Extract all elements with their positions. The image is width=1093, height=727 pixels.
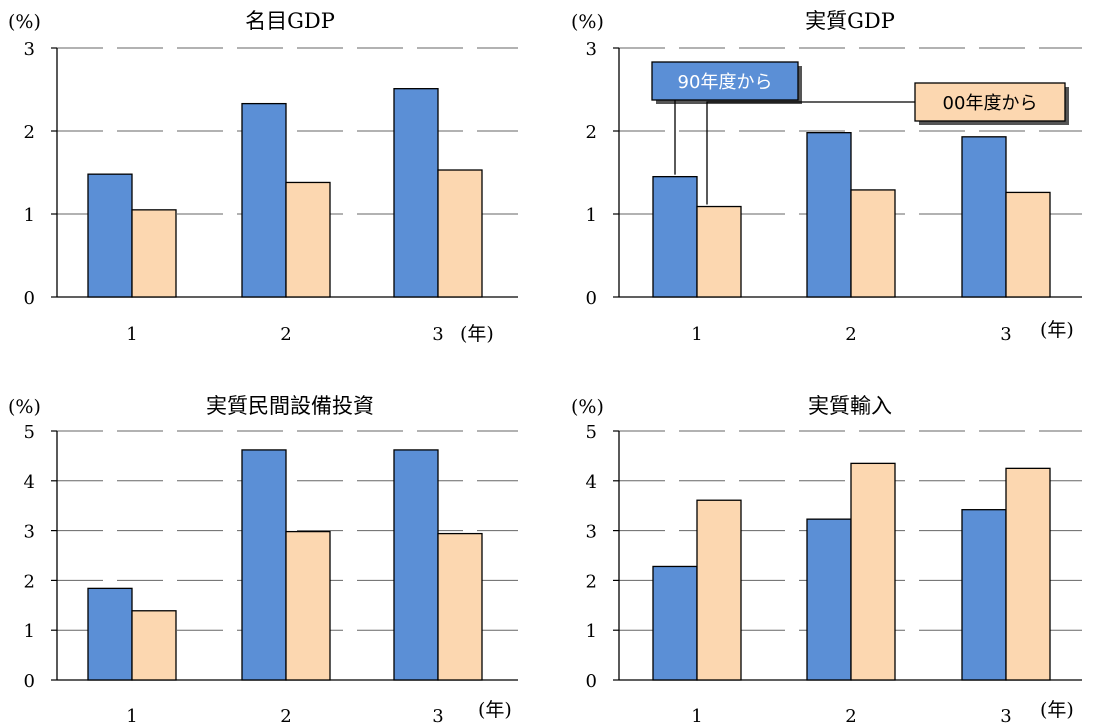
legend-leader-series-2 — [706, 101, 915, 205]
bar-series-2-cat-1 — [696, 205, 742, 298]
x-tick-label: 1 — [691, 706, 702, 727]
y-tick-label: 2 — [24, 122, 35, 143]
y-tick-label: 3 — [586, 39, 597, 60]
x-axis-unit: (年) — [460, 323, 494, 345]
y-axis-unit: (%) — [8, 396, 41, 418]
chart-panel-1: 名目GDP (%) (年) 0 1 2 3 1 2 3 — [8, 9, 518, 345]
x-tick-label: 2 — [845, 706, 856, 727]
bar-series-1-cat-3 — [961, 509, 1007, 681]
x-tick-label: 1 — [126, 324, 137, 345]
bar-series-1-cat-2 — [806, 518, 852, 681]
x-axis-unit: (年) — [478, 699, 512, 721]
y-tick-label: 2 — [586, 571, 597, 592]
x-tick-label: 3 — [1000, 324, 1011, 345]
bar-series-1-cat-2 — [241, 449, 287, 681]
x-tick-label: 3 — [432, 706, 443, 727]
bar-series-1-cat-1 — [652, 565, 698, 681]
y-tick-label: 3 — [586, 522, 597, 543]
bar-series-1-cat-2 — [241, 102, 287, 298]
y-axis-unit: (%) — [571, 11, 604, 33]
y-tick-label: 0 — [586, 671, 597, 692]
y-tick-label: 4 — [24, 472, 35, 493]
bar-series-1-cat-1 — [652, 175, 698, 298]
bar-series-2-cat-2 — [285, 181, 331, 298]
bar-series-1-cat-3 — [961, 136, 1007, 298]
y-tick-label: 0 — [24, 288, 35, 309]
y-tick-label: 1 — [24, 621, 35, 642]
x-axis-unit: (年) — [1040, 319, 1074, 341]
y-tick-label: 1 — [586, 205, 597, 226]
bar-series-1-cat-1 — [87, 587, 133, 681]
bar-series-2-cat-3 — [437, 532, 483, 681]
x-tick-label: 2 — [280, 706, 291, 727]
bar-series-1-cat-3 — [393, 449, 439, 681]
y-tick-label: 2 — [24, 571, 35, 592]
bar-series-2-cat-2 — [850, 462, 896, 681]
y-tick-label: 5 — [586, 422, 597, 443]
bar-series-2-cat-3 — [437, 169, 483, 298]
x-tick-label: 3 — [432, 324, 443, 345]
bar-series-1-cat-3 — [393, 88, 439, 298]
bar-series-2-cat-3 — [1005, 191, 1051, 298]
x-tick-label: 1 — [126, 706, 137, 727]
legend: 90年度から 00年度から — [651, 61, 1069, 205]
legend-label-series-1: 90年度から — [678, 72, 773, 93]
legend-box-series-2 — [914, 82, 1066, 122]
chart-title: 実質輸入 — [808, 394, 892, 418]
x-tick-label: 2 — [280, 324, 291, 345]
y-tick-label: 2 — [586, 122, 597, 143]
bar-series-2-cat-2 — [850, 189, 896, 298]
y-tick-label: 4 — [586, 472, 597, 493]
legend-box-series-1 — [651, 61, 799, 101]
chart-panel-3: 実質民間設備投資 (%) (年) 0 1 2 3 4 5 1 2 3 — [8, 394, 518, 727]
x-axis-unit: (年) — [1040, 699, 1074, 721]
bar-series-1-cat-2 — [806, 132, 852, 298]
bar-series-1-cat-1 — [87, 173, 133, 298]
bar-series-2-cat-1 — [131, 610, 177, 681]
chart-title: 実質GDP — [805, 9, 895, 33]
bar-series-2-cat-1 — [131, 209, 177, 298]
bar-series-2-cat-2 — [285, 530, 331, 681]
y-tick-label: 3 — [24, 522, 35, 543]
x-tick-label: 1 — [691, 324, 702, 345]
chart-title: 名目GDP — [245, 9, 335, 33]
y-axis-unit: (%) — [571, 396, 604, 418]
y-tick-label: 3 — [24, 39, 35, 60]
legend-label-series-2: 00年度から — [943, 93, 1038, 114]
bar-series-2-cat-1 — [696, 499, 742, 681]
x-tick-label: 2 — [845, 324, 856, 345]
y-tick-label: 5 — [24, 422, 35, 443]
chart-panel-2: 実質GDP (%) (年) 0 1 2 3 1 2 3 90年度から 00年度から — [571, 9, 1082, 345]
y-tick-label: 1 — [24, 205, 35, 226]
chart-title: 実質民間設備投資 — [206, 394, 374, 418]
x-tick-label: 3 — [1000, 706, 1011, 727]
y-tick-label: 1 — [586, 621, 597, 642]
y-axis-unit: (%) — [8, 11, 41, 33]
bar-series-2-cat-3 — [1005, 467, 1051, 681]
chart-panel-4: 実質輸入 (%) (年) 0 1 2 3 4 5 1 2 3 — [571, 394, 1082, 727]
y-tick-label: 0 — [586, 288, 597, 309]
y-tick-label: 0 — [24, 671, 35, 692]
